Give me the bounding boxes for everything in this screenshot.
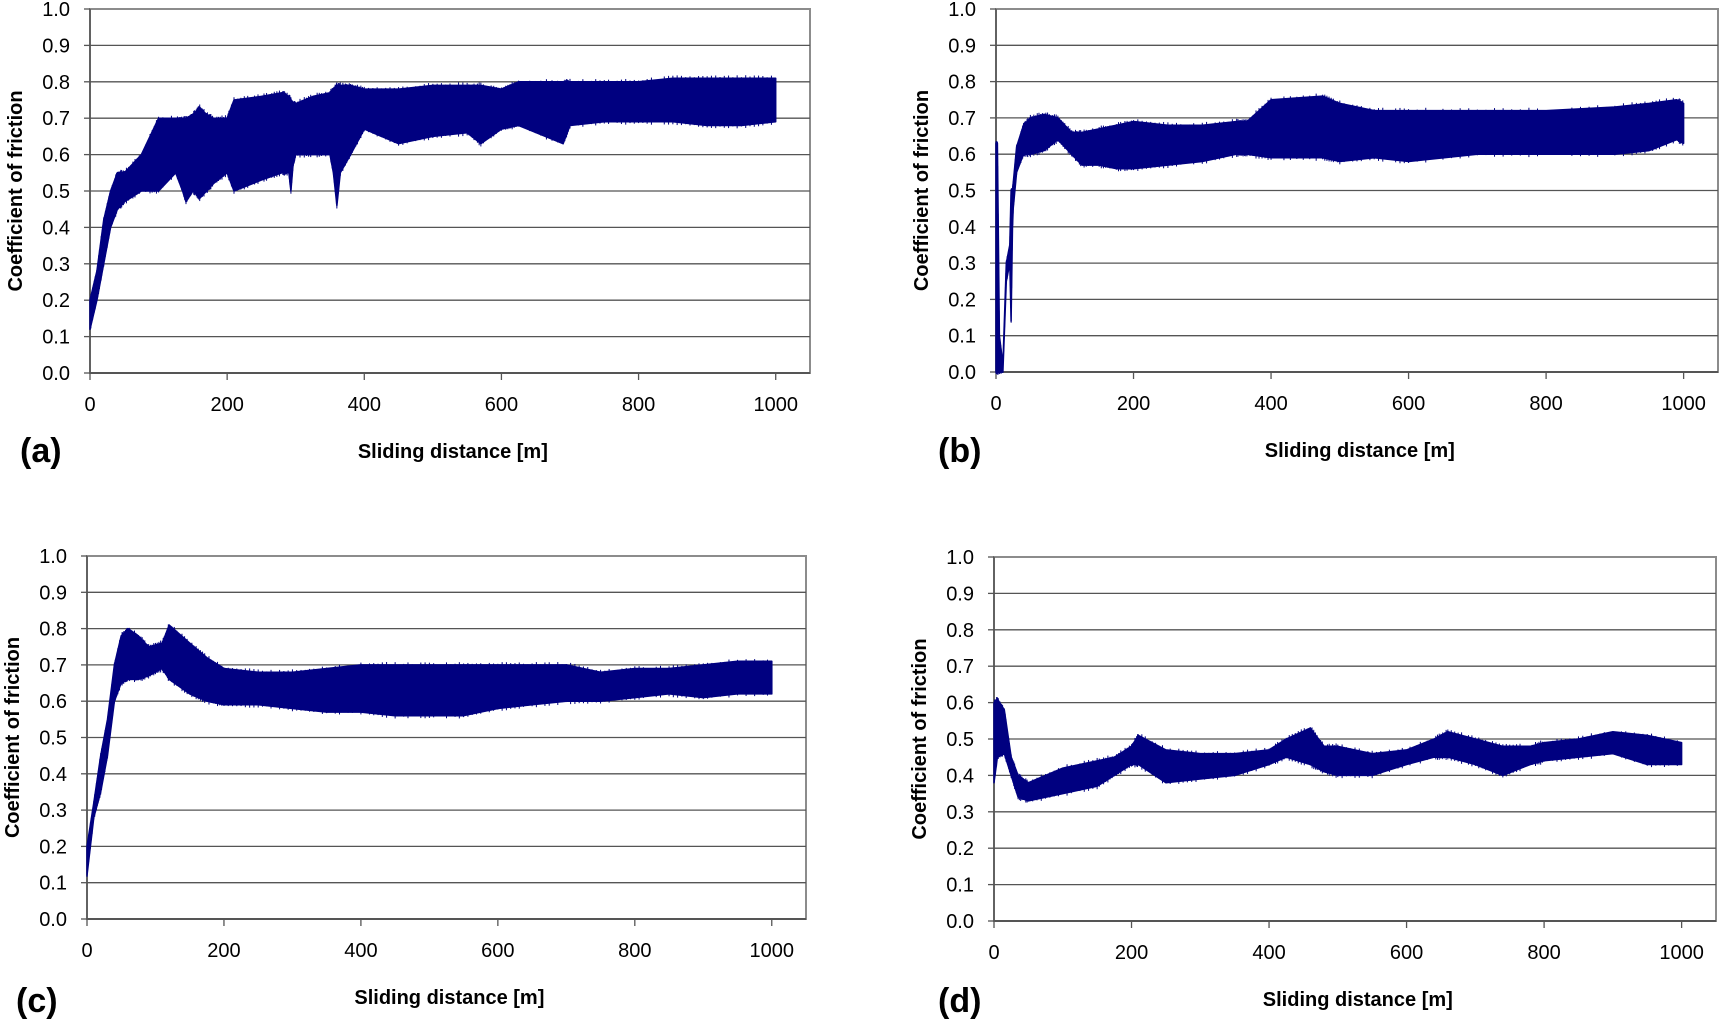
y-tick-label: 0.3: [946, 802, 974, 824]
y-tick-label: 0.8: [948, 72, 976, 94]
y-tick-label: 0.2: [948, 289, 976, 311]
y-tick-label: 0.8: [42, 72, 70, 94]
x-tick-label: 800: [622, 394, 655, 416]
y-axis-label: Coefficient of friction: [909, 638, 931, 839]
y-tick-label: 0.7: [946, 656, 974, 678]
x-axis-label: Sliding distance [m]: [1263, 989, 1453, 1011]
x-tick-label: 1000: [1661, 393, 1706, 415]
y-tick-label: 0.0: [39, 909, 67, 931]
y-tick-label: 0.4: [42, 217, 70, 239]
band-edge-noise: [86, 624, 768, 878]
x-tick-label: 200: [1115, 942, 1148, 964]
y-tick-label: 0.0: [946, 911, 974, 933]
y-tick-label: 1.0: [42, 0, 70, 21]
y-tick-label: 0.7: [39, 655, 67, 677]
y-tick-label: 1.0: [39, 546, 67, 568]
x-tick-label: 400: [1254, 393, 1287, 415]
y-tick-label: 0.4: [39, 764, 67, 786]
y-tick-label: 0.5: [946, 729, 974, 751]
y-tick-label: 0.6: [948, 144, 976, 166]
y-tick-label: 0.7: [948, 108, 976, 130]
y-tick-label: 0.5: [39, 728, 67, 750]
y-tick-label: 0.9: [948, 35, 976, 57]
panel-label: (b): [938, 432, 981, 470]
y-tick-label: 0.3: [39, 800, 67, 822]
chart-panel-c: 0.0 0.1 0.2 0.3 0.4 0.5 0.6 0.7 0.8 0.9 1.0 0 200 400…: [2, 546, 807, 1020]
x-axis-label: Sliding distance [m]: [358, 441, 548, 463]
y-tick-label: 0.8: [39, 619, 67, 641]
y-tick-label: 0.6: [39, 691, 67, 713]
y-tick-label: 0.6: [42, 145, 70, 167]
x-tick-label: 0: [988, 942, 999, 964]
y-tick-label: 0.5: [42, 181, 70, 203]
y-axis-label: Coefficient of friction: [2, 637, 24, 838]
y-axis-label: Coefficient of friction: [5, 90, 27, 291]
x-tick-label: 800: [1529, 393, 1562, 415]
x-tick-label: 0: [990, 393, 1001, 415]
y-tick-label: 0.0: [42, 363, 70, 385]
x-axis-label: Sliding distance [m]: [1265, 440, 1455, 462]
y-tick-label: 0.2: [42, 290, 70, 312]
x-tick-label: 200: [207, 940, 240, 962]
x-tick-label: 1000: [1659, 942, 1704, 964]
x-tick-label: 400: [348, 394, 381, 416]
y-tick-label: 0.2: [39, 836, 67, 858]
y-tick-label: 0.4: [948, 217, 976, 239]
y-tick-label: 0.7: [42, 108, 70, 130]
x-tick-label: 600: [1390, 942, 1423, 964]
y-tick-label: 0.9: [42, 35, 70, 57]
x-tick-label: 600: [485, 394, 518, 416]
y-tick-label: 0.1: [42, 327, 70, 349]
panel-label: (d): [938, 982, 981, 1020]
y-tick-label: 0.1: [946, 875, 974, 897]
x-tick-label: 200: [210, 394, 243, 416]
chart-panel-b: 0.0 0.1 0.2 0.3 0.4 0.5 0.6 0.7 0.8 0.9 1.0 0 200 400…: [911, 0, 1719, 470]
y-tick-label: 0.3: [948, 253, 976, 275]
x-tick-label: 800: [1527, 942, 1560, 964]
y-tick-label: 0.5: [948, 181, 976, 203]
y-tick-label: 1.0: [948, 0, 976, 21]
x-tick-label: 400: [344, 940, 377, 962]
x-tick-label: 200: [1117, 393, 1150, 415]
band-edge-noise: [995, 93, 1684, 375]
y-tick-label: 0.4: [946, 765, 974, 787]
chart-panel-a: 0.0 0.1 0.2 0.3 0.4 0.5 0.6 0.7 0.8 0.9 1.0 0 200 400…: [5, 0, 811, 470]
y-tick-label: 0.2: [946, 838, 974, 860]
y-tick-label: 0.6: [946, 693, 974, 715]
x-tick-label: 600: [1392, 393, 1425, 415]
band-edge-noise: [89, 75, 772, 330]
y-tick-label: 0.9: [39, 582, 67, 604]
x-tick-label: 600: [481, 940, 514, 962]
x-tick-label: 0: [84, 394, 95, 416]
panel-label: (a): [20, 432, 62, 470]
y-tick-label: 0.3: [42, 254, 70, 276]
chart-panel-d: 0.0 0.1 0.2 0.3 0.4 0.5 0.6 0.7 0.8 0.9 1.0 0 200 400…: [909, 547, 1717, 1020]
y-tick-label: 0.8: [946, 620, 974, 642]
x-tick-label: 400: [1252, 942, 1285, 964]
y-tick-label: 0.9: [946, 583, 974, 605]
panel-label: (c): [16, 982, 58, 1020]
y-tick-label: 0.0: [948, 362, 976, 384]
x-axis-label: Sliding distance [m]: [354, 987, 544, 1009]
x-tick-label: 1000: [750, 940, 795, 962]
y-axis-label: Coefficient of friction: [911, 90, 933, 291]
y-tick-label: 0.1: [948, 326, 976, 348]
x-tick-label: 800: [618, 940, 651, 962]
y-tick-label: 1.0: [946, 547, 974, 569]
y-tick-label: 0.1: [39, 873, 67, 895]
band-edge-noise: [993, 697, 1678, 803]
x-tick-label: 0: [81, 940, 92, 962]
x-tick-label: 1000: [753, 394, 798, 416]
